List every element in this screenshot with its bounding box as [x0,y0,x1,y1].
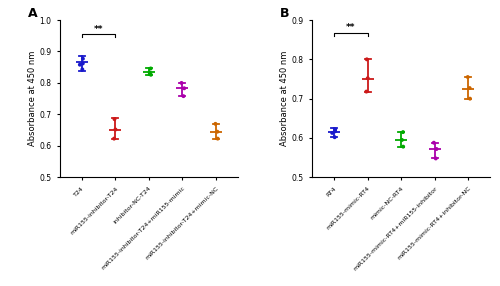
Text: **: ** [346,23,356,32]
Point [398,138,406,142]
Point [432,156,440,161]
Point [328,131,336,135]
Point [147,72,155,77]
Text: B: B [280,7,290,20]
Y-axis label: Absorbance at 450 nm: Absorbance at 450 nm [28,51,37,146]
Point [330,135,338,140]
Point [79,61,87,66]
Point [146,70,154,75]
Point [464,75,471,79]
Point [110,117,118,121]
Point [178,81,186,85]
Point [146,66,154,71]
Point [362,89,370,94]
Point [180,94,188,98]
Point [363,57,371,61]
Point [76,62,84,67]
Point [466,86,473,90]
Point [214,136,222,141]
Point [432,147,440,151]
Text: A: A [28,7,38,20]
Point [214,129,222,134]
Point [110,136,118,141]
Point [399,144,407,149]
Point [466,96,474,101]
Point [78,67,86,72]
Point [112,127,120,132]
Point [79,56,87,61]
Point [430,140,438,145]
Point [399,130,407,134]
Point [212,122,220,126]
Text: **: ** [94,25,104,34]
Point [331,127,339,132]
Point [331,129,339,134]
Point [364,76,372,81]
Point [180,86,188,91]
Y-axis label: Absorbance at 450 nm: Absorbance at 450 nm [280,51,289,146]
